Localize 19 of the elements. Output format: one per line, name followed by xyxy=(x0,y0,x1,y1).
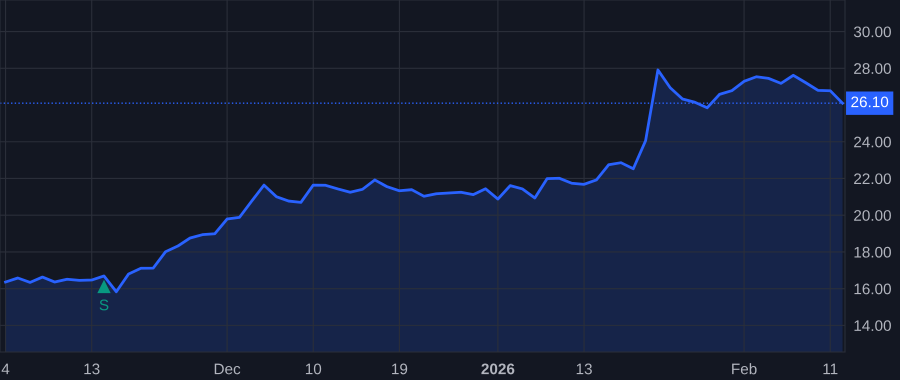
y-tick-label: 28.00 xyxy=(854,63,891,74)
series-label: S xyxy=(100,300,108,310)
x-tick-label: 13 xyxy=(576,364,592,374)
y-tick-label: 14.00 xyxy=(854,320,891,332)
x-tick-label: Dec xyxy=(214,364,240,374)
y-tick-label: 20.00 xyxy=(854,210,891,221)
y-tick-label: 24.00 xyxy=(854,136,891,148)
y-tick-label: 30.00 xyxy=(854,26,891,38)
x-tick-label: Feb xyxy=(732,363,757,374)
ref-line-label: 26.10 xyxy=(851,96,888,108)
y-tick-label: 16.00 xyxy=(854,284,891,294)
y-tick-label: 18.00 xyxy=(854,246,891,258)
x-tick-label: 4 xyxy=(2,364,10,374)
x-tick-label: 10 xyxy=(306,364,322,374)
x-tick-label: 13 xyxy=(84,364,100,374)
x-tick-label: 19 xyxy=(392,364,408,374)
y-tick-label: 22.00 xyxy=(854,173,891,184)
x-tick-label: 11 xyxy=(823,364,838,374)
x-tick-label: 2026 xyxy=(481,364,514,374)
